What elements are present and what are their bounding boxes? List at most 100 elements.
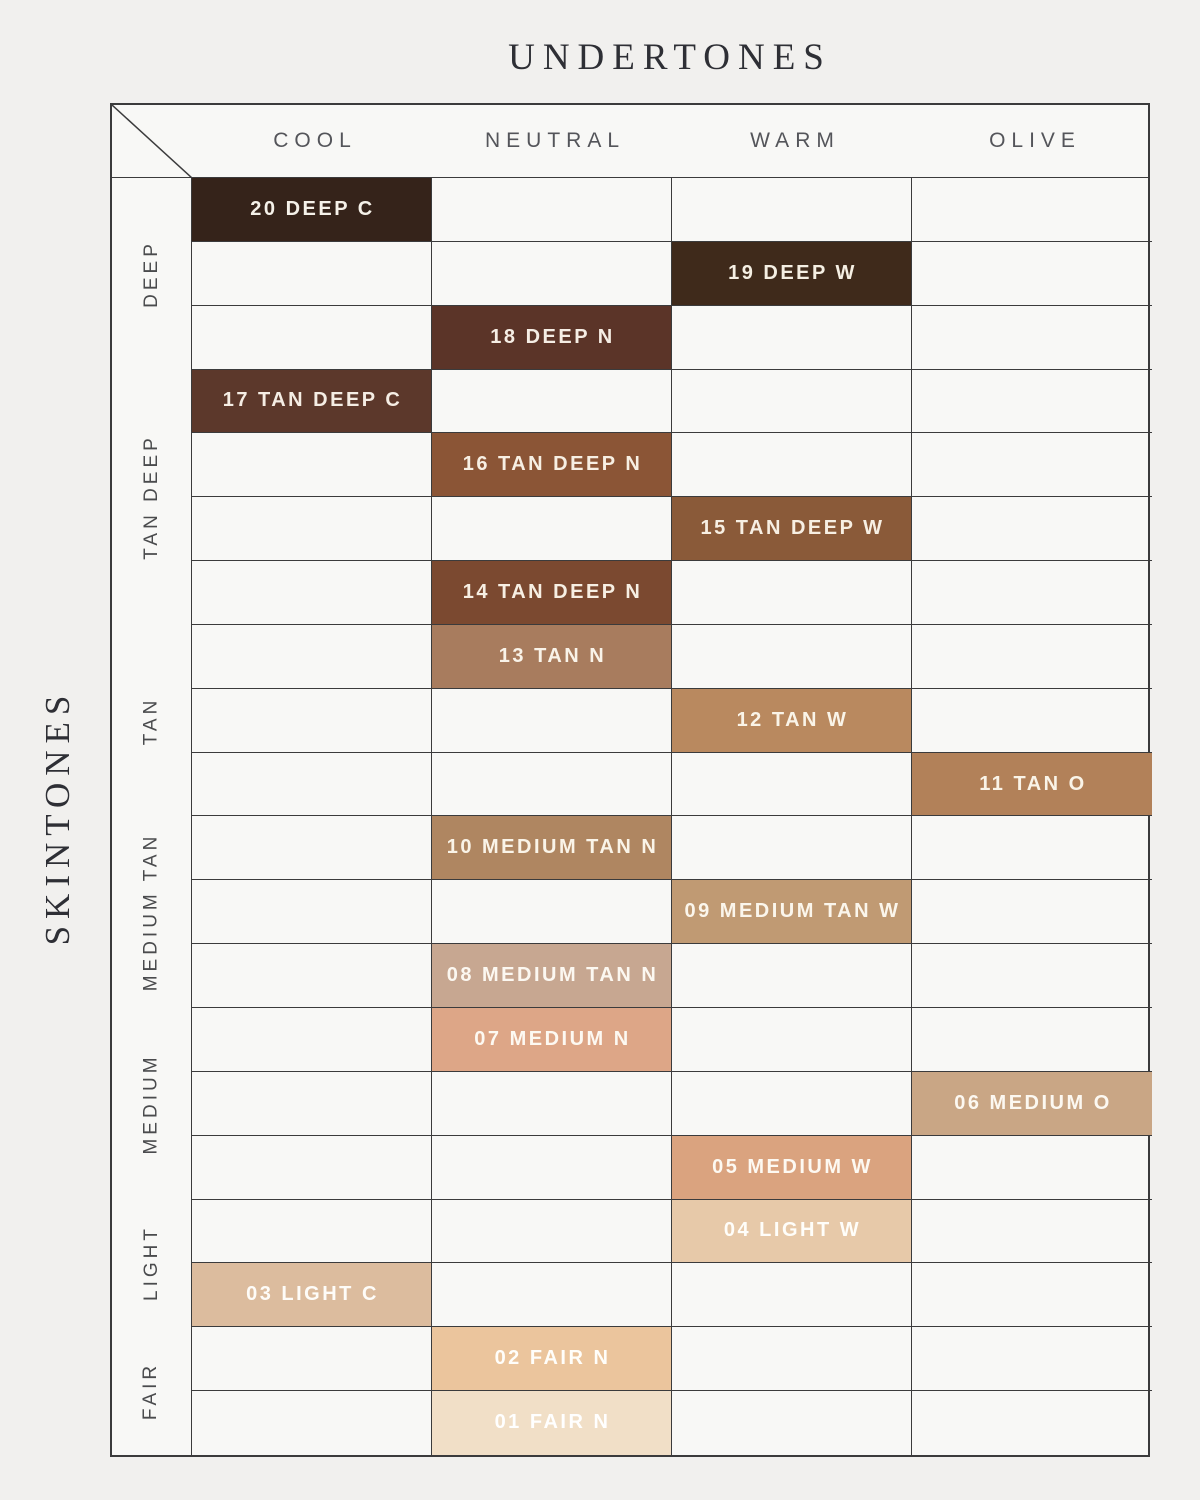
row-group-tan-deep: TAN DEEP (112, 370, 191, 625)
empty-cell (432, 178, 672, 241)
empty-cell (192, 1135, 432, 1199)
shade-label: 10 MEDIUM TAN N (446, 836, 659, 859)
row-group-label: DEEP (140, 239, 162, 308)
shade-swatch-08-medium-tan-n: 08 MEDIUM TAN N (432, 944, 672, 1007)
row-group-label: TAN DEEP (140, 434, 162, 561)
matrix-rows: 20 DEEP C 19 DEEP W 18 DEEP N 17 TAN DEEP C… (192, 178, 1152, 1455)
empty-cell (912, 625, 1152, 688)
empty-cell (912, 816, 1152, 879)
empty-cell (432, 1263, 672, 1327)
grid-row: 20 DEEP C (192, 178, 1152, 242)
empty-cell (432, 497, 672, 561)
empty-cell (912, 1136, 1152, 1199)
empty-cell (432, 880, 672, 944)
row-group-medium-tan: MEDIUM TAN (112, 816, 191, 1008)
empty-cell (192, 1071, 432, 1135)
corner-diagonal-line (112, 105, 192, 178)
grid-row: 07 MEDIUM N (192, 1007, 1152, 1072)
shade-swatch-15-tan-deep-w: 15 TAN DEEP W (672, 497, 912, 561)
column-header-warm: WARM (750, 129, 840, 152)
empty-cell (672, 1391, 912, 1455)
empty-cell (432, 369, 672, 433)
shade-label: 06 MEDIUM O (954, 1091, 1112, 1114)
shade-swatch-12-tan-w: 12 TAN W (672, 688, 912, 752)
shade-swatch-04-light-w: 04 LIGHT W (672, 1199, 912, 1263)
column-header-olive: OLIVE (989, 129, 1081, 152)
empty-cell (192, 944, 432, 1007)
shade-swatch-06-medium-o: 06 MEDIUM O (912, 1071, 1152, 1135)
empty-cell (672, 624, 912, 688)
shade-swatch-17-tan-deep-c: 17 TAN DEEP C (192, 369, 432, 433)
shade-label: 08 MEDIUM TAN N (446, 964, 659, 987)
shade-swatch-16-tan-deep-n: 16 TAN DEEP N (432, 433, 672, 497)
shade-label: 04 LIGHT W (723, 1219, 862, 1242)
shade-swatch-03-light-c: 03 LIGHT C (192, 1263, 432, 1327)
shade-label: 14 TAN DEEP N (462, 580, 643, 603)
grid-row: 14 TAN DEEP N (192, 561, 1152, 625)
empty-cell (672, 433, 912, 497)
empty-cell (192, 433, 432, 497)
grid-row: 13 TAN N (192, 624, 1152, 689)
grid-row: 12 TAN W (192, 688, 1152, 753)
shade-label: 19 DEEP W (728, 261, 857, 284)
empty-cell (432, 688, 672, 752)
row-group-medium: MEDIUM (112, 1008, 191, 1200)
grid-row: 02 FAIR N (192, 1327, 1152, 1392)
grid-row: 15 TAN DEEP W (192, 497, 1152, 562)
empty-cell (912, 1200, 1152, 1263)
empty-cell (672, 1071, 912, 1135)
row-group-light: LIGHT (112, 1200, 191, 1328)
shade-label: 01 FAIR N (494, 1411, 611, 1434)
grid-row: 18 DEEP N (192, 305, 1152, 370)
grid-row: 04 LIGHT W (192, 1199, 1152, 1264)
column-header-neutral: NEUTRAL (484, 129, 626, 152)
shade-swatch-05-medium-w: 05 MEDIUM W (672, 1135, 912, 1199)
empty-cell (912, 561, 1152, 624)
shade-swatch-09-medium-tan-w: 09 MEDIUM TAN W (672, 880, 912, 944)
empty-cell (912, 880, 1152, 943)
empty-cell (192, 497, 432, 561)
empty-cell (912, 497, 1152, 560)
empty-cell (672, 178, 912, 241)
empty-cell (432, 752, 672, 816)
row-group-label: FAIR (140, 1361, 162, 1421)
shade-label: 02 FAIR N (494, 1347, 611, 1370)
shade-swatch-20-deep-c: 20 DEEP C (192, 178, 432, 241)
empty-cell (432, 241, 672, 305)
shade-swatch-13-tan-n: 13 TAN N (432, 624, 672, 688)
corner-cell (112, 105, 192, 178)
grid-row: 05 MEDIUM W (192, 1135, 1152, 1200)
column-header-cool: COOL (273, 129, 357, 152)
grid-row: 01 FAIR N (192, 1391, 1152, 1455)
skintone-label-column: DEEP TAN DEEP TAN MEDIUM TAN MEDIUM LIGHT FAIR (112, 178, 192, 1455)
empty-cell (192, 561, 432, 624)
empty-cell (912, 1391, 1152, 1455)
shade-label: 09 MEDIUM TAN W (684, 900, 901, 923)
shade-label: 18 DEEP N (490, 325, 615, 348)
empty-cell (912, 1263, 1152, 1326)
shade-matrix: COOL NEUTRAL WARM OLIVE DEEP TAN DEEP TAN MEDI… (110, 103, 1152, 1457)
shade-label: 07 MEDIUM N (474, 1027, 631, 1050)
grid-row: 17 TAN DEEP C (192, 369, 1152, 434)
shade-label: 20 DEEP C (250, 197, 375, 220)
header-row: COOL NEUTRAL WARM OLIVE (112, 105, 1148, 178)
shade-label: 15 TAN DEEP W (700, 517, 885, 540)
empty-cell (912, 689, 1152, 752)
empty-cell (432, 1199, 672, 1263)
row-group-label: TAN (140, 696, 162, 745)
empty-cell (672, 816, 912, 880)
empty-cell (912, 944, 1152, 1007)
empty-cell (912, 306, 1152, 369)
shade-label: 13 TAN N (498, 644, 607, 667)
shade-label: 11 TAN O (979, 772, 1087, 795)
empty-cell (672, 752, 912, 816)
side-axis-title: SKINTONES (38, 688, 77, 946)
empty-cell (192, 1007, 432, 1071)
row-group-tan: TAN (112, 625, 191, 817)
grid-row: 06 MEDIUM O (192, 1071, 1152, 1136)
shade-swatch-02-fair-n: 02 FAIR N (432, 1327, 672, 1391)
empty-cell (192, 1199, 432, 1263)
shade-swatch-11-tan-o: 11 TAN O (912, 752, 1152, 816)
shade-label: 17 TAN DEEP C (222, 389, 403, 412)
